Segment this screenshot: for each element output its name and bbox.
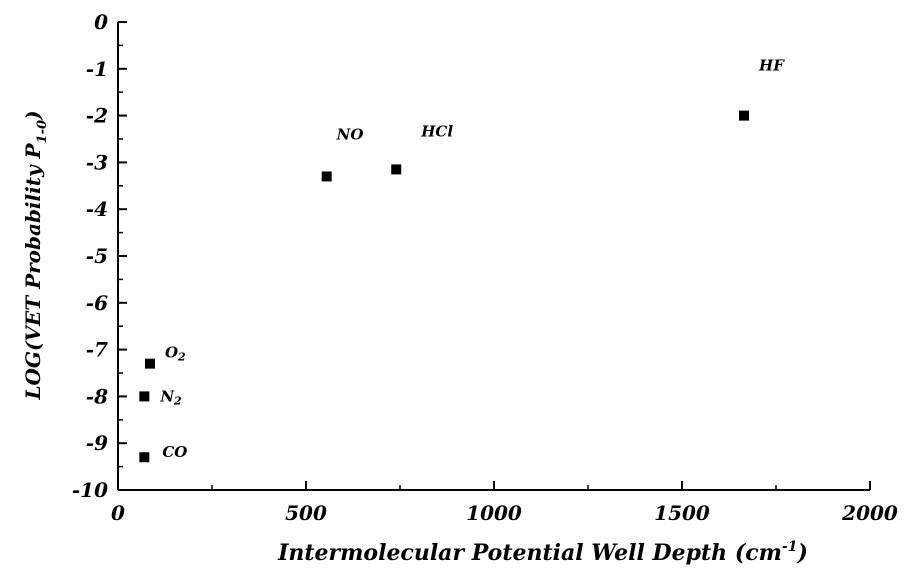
- axes: [117, 22, 870, 491]
- y-tick-label: -6: [86, 291, 108, 315]
- point-label-no: NO: [336, 125, 364, 143]
- y-tick-label: -2: [86, 104, 108, 128]
- data-point-n2: [139, 391, 150, 402]
- x-tick-label: 0: [111, 501, 125, 525]
- y-tick-label: -10: [72, 478, 108, 502]
- y-tick-label: -4: [86, 197, 108, 221]
- x-tick-label: 1000: [466, 501, 522, 525]
- data-point-hcl: [391, 164, 402, 175]
- x-tick-label: 500: [285, 501, 327, 525]
- point-labels: NO HCl HF O2 N2 CO: [159, 57, 785, 462]
- point-label-o2: O2: [165, 344, 186, 364]
- y-tick-label: -5: [86, 244, 108, 268]
- y-tick-label: -7: [86, 338, 108, 362]
- point-label-hcl: HCl: [420, 122, 453, 140]
- y-tick-label: -3: [86, 150, 108, 174]
- x-axis-label: Intermolecular Potential Well Depth (cm-…: [277, 539, 808, 566]
- y-tick-label: -9: [86, 431, 108, 455]
- x-tick-label: 1500: [654, 501, 710, 525]
- ticks: 0-1-2-3-4-5-6-7-8-9-100 500 1000 1500 2000: [72, 10, 898, 525]
- data-point-co: [139, 452, 150, 463]
- x-tick-label: 2000: [841, 501, 898, 525]
- data-point-no: [321, 171, 332, 182]
- y-tick-label: -1: [86, 57, 108, 81]
- point-label-co: CO: [162, 443, 187, 461]
- y-axis-label: LOG(VET Probability P1-0): [21, 110, 50, 400]
- y-tick-label: 0: [94, 10, 108, 34]
- data-point-o2: [144, 358, 155, 369]
- y-tick-label: -8: [86, 384, 108, 408]
- point-label-n2: N2: [159, 387, 182, 407]
- data-points: [139, 110, 750, 463]
- data-point-hf: [739, 110, 750, 121]
- point-label-hf: HF: [758, 57, 785, 75]
